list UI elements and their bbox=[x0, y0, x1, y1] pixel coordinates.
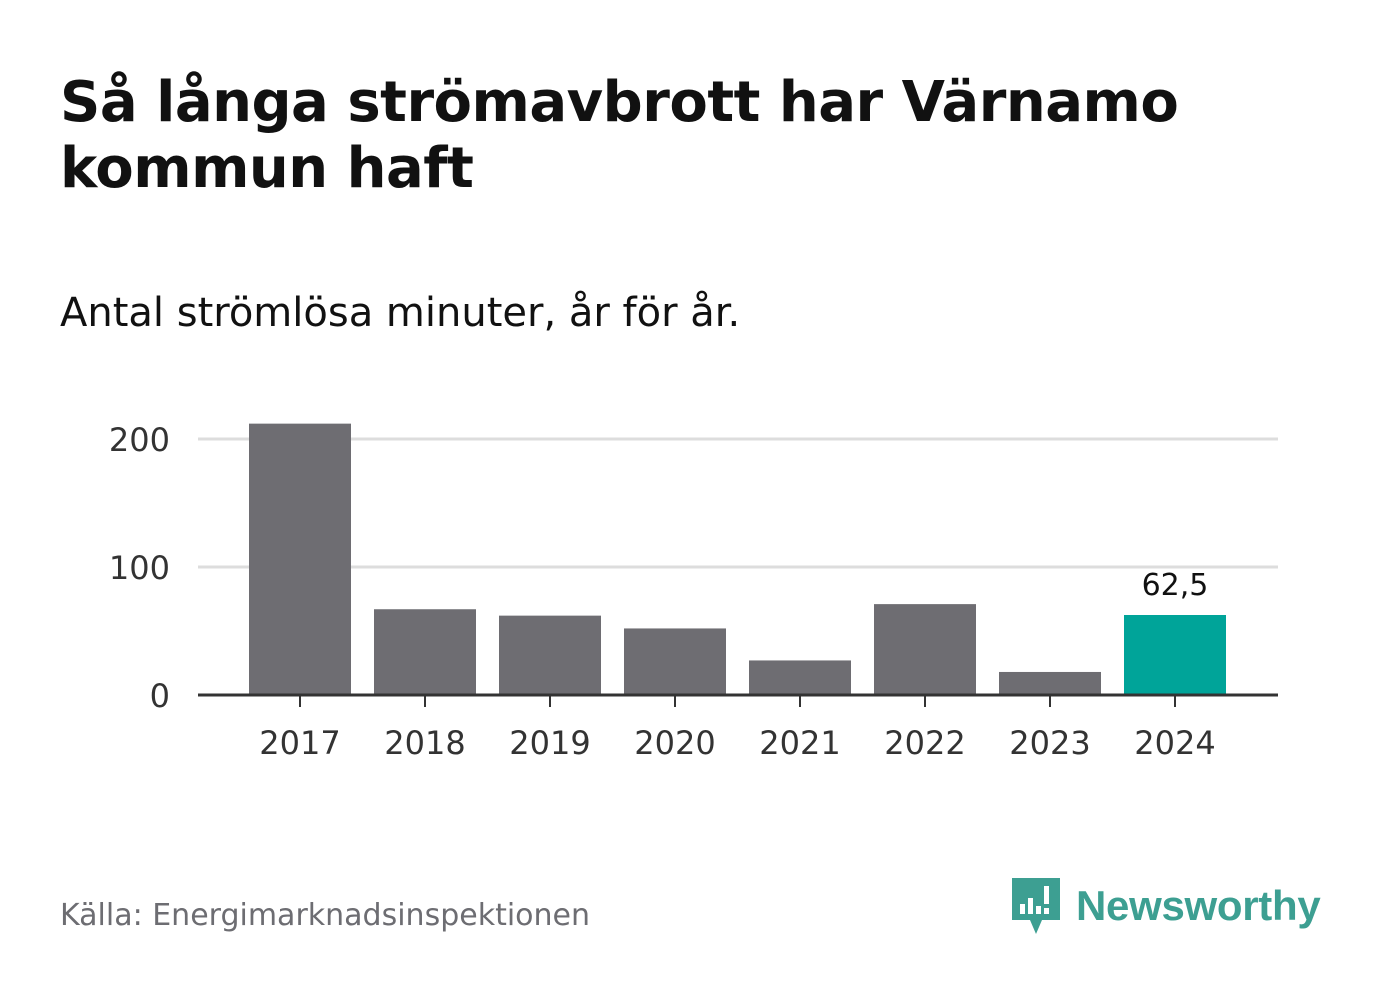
data-label: 62,5 bbox=[1142, 568, 1209, 603]
bar bbox=[1124, 615, 1226, 695]
bar bbox=[999, 671, 1101, 695]
brand-logo: Newsworthy bbox=[1010, 876, 1321, 936]
newsworthy-logo-icon bbox=[1012, 878, 1060, 934]
x-tick-label: 2018 bbox=[384, 724, 465, 762]
x-tick-label: 2020 bbox=[634, 724, 715, 762]
x-tick-label: 2021 bbox=[759, 724, 840, 762]
x-tick-label: 2023 bbox=[1009, 724, 1090, 762]
y-tick-label: 0 bbox=[150, 677, 170, 715]
x-tick-label: 2024 bbox=[1134, 724, 1215, 762]
bar bbox=[499, 615, 601, 695]
y-tick-label: 100 bbox=[109, 549, 170, 587]
bar bbox=[874, 604, 976, 695]
brand-name: Newsworthy bbox=[1076, 882, 1321, 929]
source-label: Källa: Energimarknadsinspektionen bbox=[60, 898, 591, 933]
y-tick-label: 200 bbox=[109, 421, 170, 459]
bar bbox=[624, 628, 726, 695]
x-tick-label: 2017 bbox=[259, 724, 340, 762]
chart-subtitle: Antal strömlösa minuter, år för år. bbox=[60, 290, 741, 336]
bar bbox=[374, 609, 476, 695]
bar bbox=[749, 660, 851, 695]
x-tick-label: 2019 bbox=[509, 724, 590, 762]
bar bbox=[249, 423, 351, 695]
x-tick-label: 2022 bbox=[884, 724, 965, 762]
chart-title: Så långa strömavbrott har Värnamo kommun… bbox=[60, 70, 1179, 201]
